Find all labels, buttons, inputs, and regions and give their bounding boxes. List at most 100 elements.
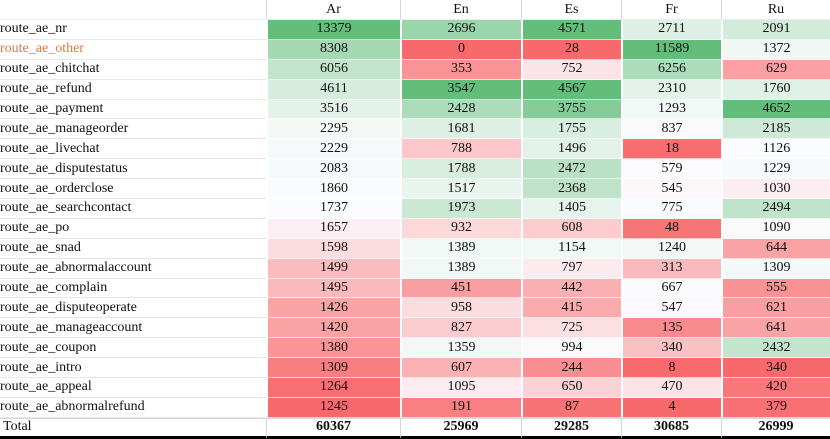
- heatmap-cell: 667: [621, 278, 721, 299]
- table-row: route_ae_intro 1309 607 244 8 340: [0, 358, 830, 379]
- heatmap-cell: 451: [400, 278, 521, 299]
- heatmap-cell: 1495: [266, 278, 400, 299]
- heatmap-cell: 340: [621, 338, 721, 359]
- column-header-ar: Ar: [266, 0, 400, 20]
- table-row: route_ae_coupon 1380 1359 994 340 2432: [0, 338, 830, 359]
- total-value-en: 25969: [400, 417, 521, 439]
- table-row: route_ae_chitchat 6056 353 752 6256 629: [0, 59, 830, 80]
- total-label: Total: [0, 417, 266, 439]
- heatmap-cell: 1154: [521, 238, 621, 259]
- heatmap-cell: 555: [721, 278, 830, 299]
- heatmap-cell: 2083: [266, 159, 400, 180]
- row-label: route_ae_intro: [0, 358, 266, 379]
- table-row: route_ae_searchcontact 1737 1973 1405 775 249…: [0, 199, 830, 219]
- heatmap-cell: 547: [621, 298, 721, 319]
- heatmap-cell: 4611: [266, 79, 400, 100]
- heatmap-cell: 752: [521, 59, 621, 80]
- row-label: route_ae_disputestatus: [0, 159, 266, 180]
- heatmap-cell: 2310: [621, 79, 721, 100]
- row-label: route_ae_appeal: [0, 378, 266, 398]
- table-row: route_ae_manageorder 2295 1681 1755 837 2185: [0, 119, 830, 140]
- heatmap-cell: 1517: [400, 179, 521, 200]
- heatmap-cell: 607: [400, 358, 521, 379]
- heatmap-cell: 2185: [721, 119, 830, 140]
- heatmap-cell: 1420: [266, 318, 400, 339]
- heatmap-cell: 1499: [266, 258, 400, 279]
- heatmap-cell: 2229: [266, 139, 400, 160]
- heatmap-cell: 2428: [400, 99, 521, 120]
- table-row: route_ae_appeal 1264 1095 650 470 420: [0, 378, 830, 398]
- heatmap-cell: 1681: [400, 119, 521, 140]
- table-header: Ar En Es Fr Ru: [0, 0, 830, 20]
- row-label: route_ae_other: [0, 39, 266, 60]
- row-label: route_ae_searchcontact: [0, 199, 266, 219]
- heatmap-cell: 1657: [266, 218, 400, 239]
- heatmap-cell: 1359: [400, 338, 521, 359]
- heatmap-cell: 629: [721, 59, 830, 80]
- row-label: route_ae_chitchat: [0, 59, 266, 80]
- heatmap-cell: 379: [721, 397, 830, 418]
- heatmap-cell: 1737: [266, 199, 400, 219]
- table-row: route_ae_livechat 2229 788 1496 18 1126: [0, 139, 830, 160]
- heatmap-cell: 313: [621, 258, 721, 279]
- heatmap-cell: 4: [621, 397, 721, 418]
- heatmap-cell: 1240: [621, 238, 721, 259]
- header-row: Ar En Es Fr Ru: [0, 0, 830, 20]
- heatmap-cell: 6256: [621, 59, 721, 80]
- heatmap-cell: 1973: [400, 199, 521, 219]
- heatmap-cell: 2368: [521, 179, 621, 200]
- column-header-en: En: [400, 0, 521, 20]
- row-label: route_ae_disputeoperate: [0, 298, 266, 319]
- heatmap-cell: 13379: [266, 20, 400, 40]
- heatmap-cell: 135: [621, 318, 721, 339]
- heatmap-cell: 1760: [721, 79, 830, 100]
- heatmap-cell: 1426: [266, 298, 400, 319]
- heatmap-cell: 1788: [400, 159, 521, 180]
- table-row: route_ae_orderclose 1860 1517 2368 545 1030: [0, 179, 830, 200]
- heatmap-cell: 470: [621, 378, 721, 398]
- table-row: route_ae_complain 1495 451 442 667 555: [0, 278, 830, 299]
- heatmap-cell: 1095: [400, 378, 521, 398]
- heatmap-cell: 1030: [721, 179, 830, 200]
- heatmap-cell: 3755: [521, 99, 621, 120]
- heatmap-cell: 1293: [621, 99, 721, 120]
- heatmap-cell: 1496: [521, 139, 621, 160]
- table-row: route_ae_nr 13379 2696 4571 2711 2091: [0, 20, 830, 40]
- total-value-ru: 26999: [721, 417, 830, 439]
- heatmap-cell: 3516: [266, 99, 400, 120]
- row-label: route_ae_manageaccount: [0, 318, 266, 339]
- heatmap-cell: 8: [621, 358, 721, 379]
- heatmap-cell: 958: [400, 298, 521, 319]
- heatmap-cell: 1860: [266, 179, 400, 200]
- total-value-es: 29285: [521, 417, 621, 439]
- heatmap-cell: 3547: [400, 79, 521, 100]
- heatmap-cell: 87: [521, 397, 621, 418]
- row-label: route_ae_snad: [0, 238, 266, 259]
- heatmap-cell: 932: [400, 218, 521, 239]
- heatmap-cell: 1229: [721, 159, 830, 180]
- heatmap-cell: 1372: [721, 39, 830, 60]
- table-row: route_ae_disputeoperate 1426 958 415 547 621: [0, 298, 830, 319]
- table-row: route_ae_abnormalaccount 1499 1389 797 313 13…: [0, 258, 830, 279]
- heatmap-cell: 1389: [400, 238, 521, 259]
- heatmap-cell: 2711: [621, 20, 721, 40]
- heatmap-cell: 1389: [400, 258, 521, 279]
- row-label: route_ae_orderclose: [0, 179, 266, 200]
- heatmap-cell: 1405: [521, 199, 621, 219]
- corner-cell: [0, 0, 266, 20]
- heatmap-cell: 18: [621, 139, 721, 160]
- column-header-es: Es: [521, 0, 621, 20]
- heatmap-cell: 2696: [400, 20, 521, 40]
- heatmap-cell: 545: [621, 179, 721, 200]
- heatmap-cell: 1309: [721, 258, 830, 279]
- column-header-ru: Ru: [721, 0, 830, 20]
- heatmap-cell: 1090: [721, 218, 830, 239]
- table-row: route_ae_disputestatus 2083 1788 2472 579 122…: [0, 159, 830, 180]
- heatmap-cell: 4567: [521, 79, 621, 100]
- heatmap-cell: 641: [721, 318, 830, 339]
- heatmap-cell: 2295: [266, 119, 400, 140]
- row-label: route_ae_nr: [0, 20, 266, 40]
- heatmap-cell: 1598: [266, 238, 400, 259]
